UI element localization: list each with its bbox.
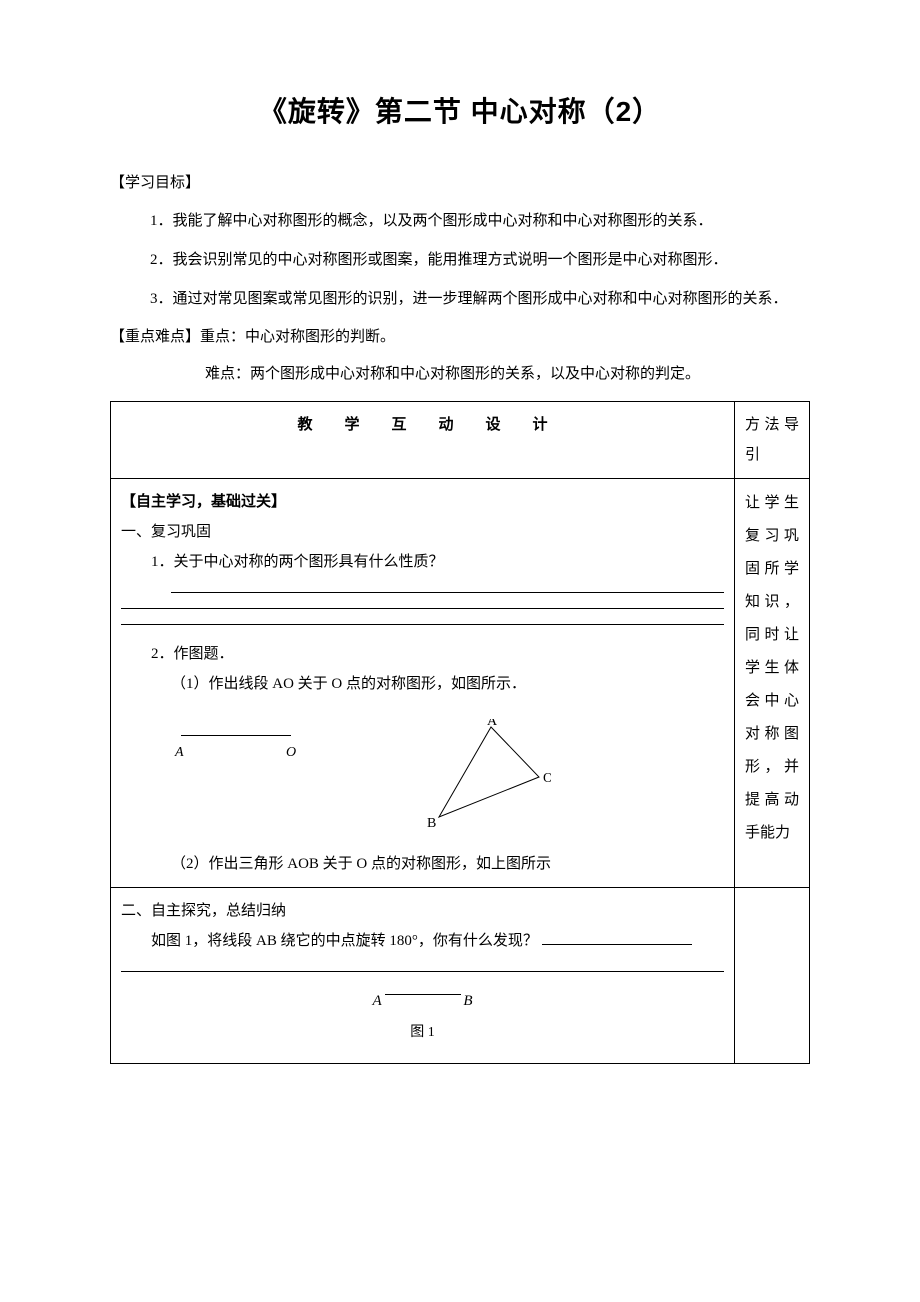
row2-left: 二、自主探究，总结归纳 如图 1，将线段 AB 绕它的中点旋转 180°，你有什… [111,888,735,1064]
figure-1: A B 图 1 [121,986,724,1047]
figure-1-line: A B [373,986,473,1006]
blank-line [121,607,724,609]
header-method: 方法导引 [735,402,810,479]
page-title: 《旋转》第二节 中心对称（2） [110,90,810,130]
blank-line [121,623,724,625]
blank-line [121,970,724,972]
header-design: 教学互动设计 [111,402,735,479]
fig1-segment [385,994,461,995]
question-2: 2．作图题． [151,639,724,669]
difficulty-bracket: 【重点难点】 [110,329,200,345]
row2-right [735,888,810,1064]
focus-text: 中心对称图形的判断。 [245,329,395,345]
goal-item-3: 3．通过对常见图案或常见图形的识别，进一步理解两个图形成中心对称和中心对称图形的… [150,283,810,316]
fig1-label-b: B [463,986,472,1016]
prompt-text: 如图 1，将线段 AB 绕它的中点旋转 180°，你有什么发现？ [151,933,538,949]
line-ao-diagram: A O [171,729,321,759]
question-1: 1．关于中心对称的两个图形具有什么性质？ [151,547,724,577]
focus-prefix: 重点： [200,329,245,345]
goal-item-1: 1．我能了解中心对称图形的概念，以及两个图形成中心对称和中心对称图形的关系． [150,205,810,238]
main-table: 教学互动设计 方法导引 【自主学习，基础过关】 一、复习巩固 1．关于中心对称的… [110,401,810,1064]
table-row-2: 二、自主探究，总结归纳 如图 1，将线段 AB 绕它的中点旋转 180°，你有什… [111,888,810,1064]
svg-text:A: A [487,719,498,729]
row1-right: 让学生复习巩固所学知识，同时让学生体会中心对称图形，并提高动手能力 [735,479,810,888]
hard-text: 两个图形成中心对称和中心对称图形的关系，以及中心对称的判定。 [250,366,700,382]
fig1-label-a: A [373,986,382,1016]
diagram-row: A O A O B [171,719,724,829]
question-2-2: （2）作出三角形 AOB 关于 O 点的对称图形，如上图所示 [171,849,724,879]
difficulty-hard: 难点：两个图形成中心对称和中心对称图形的关系，以及中心对称的判定。 [205,359,810,389]
self-study-heading: 【自主学习，基础过关】 [121,487,724,517]
difficulty-label: 【重点难点】重点：中心对称图形的判断。 [110,324,810,351]
document-page: 《旋转》第二节 中心对称（2） 【学习目标】 1．我能了解中心对称图形的概念，以… [0,0,920,1124]
table-row-1: 【自主学习，基础过关】 一、复习巩固 1．关于中心对称的两个图形具有什么性质？ … [111,479,810,888]
question-2-1: （1）作出线段 AO 关于 O 点的对称图形，如图所示． [171,669,724,699]
explore-prompt: 如图 1，将线段 AB 绕它的中点旋转 180°，你有什么发现？ [151,926,724,956]
table-header-row: 教学互动设计 方法导引 [111,402,810,479]
svg-text:B: B [427,816,436,829]
goal-item-2: 2．我会识别常见的中心对称图形或图案，能用推理方式说明一个图形是中心对称图形． [150,244,810,277]
blank-line [171,591,724,593]
svg-text:O: O [543,771,551,786]
inline-blank [542,944,692,945]
label-o: O [286,739,296,767]
label-a: A [175,739,184,767]
section-1-heading: 一、复习巩固 [121,517,724,547]
method-guide-1: 让学生复习巩固所学知识，同时让学生体会中心对称图形，并提高动手能力 [745,487,799,850]
triangle-aob-diagram: A O B [421,719,551,829]
segment-ao [181,735,291,736]
hard-prefix: 难点： [205,366,250,382]
fig1-caption: 图 1 [121,1019,724,1047]
section-2-heading: 二、自主探究，总结归纳 [121,896,724,926]
goals-label: 【学习目标】 [110,170,810,197]
row1-left: 【自主学习，基础过关】 一、复习巩固 1．关于中心对称的两个图形具有什么性质？ … [111,479,735,888]
